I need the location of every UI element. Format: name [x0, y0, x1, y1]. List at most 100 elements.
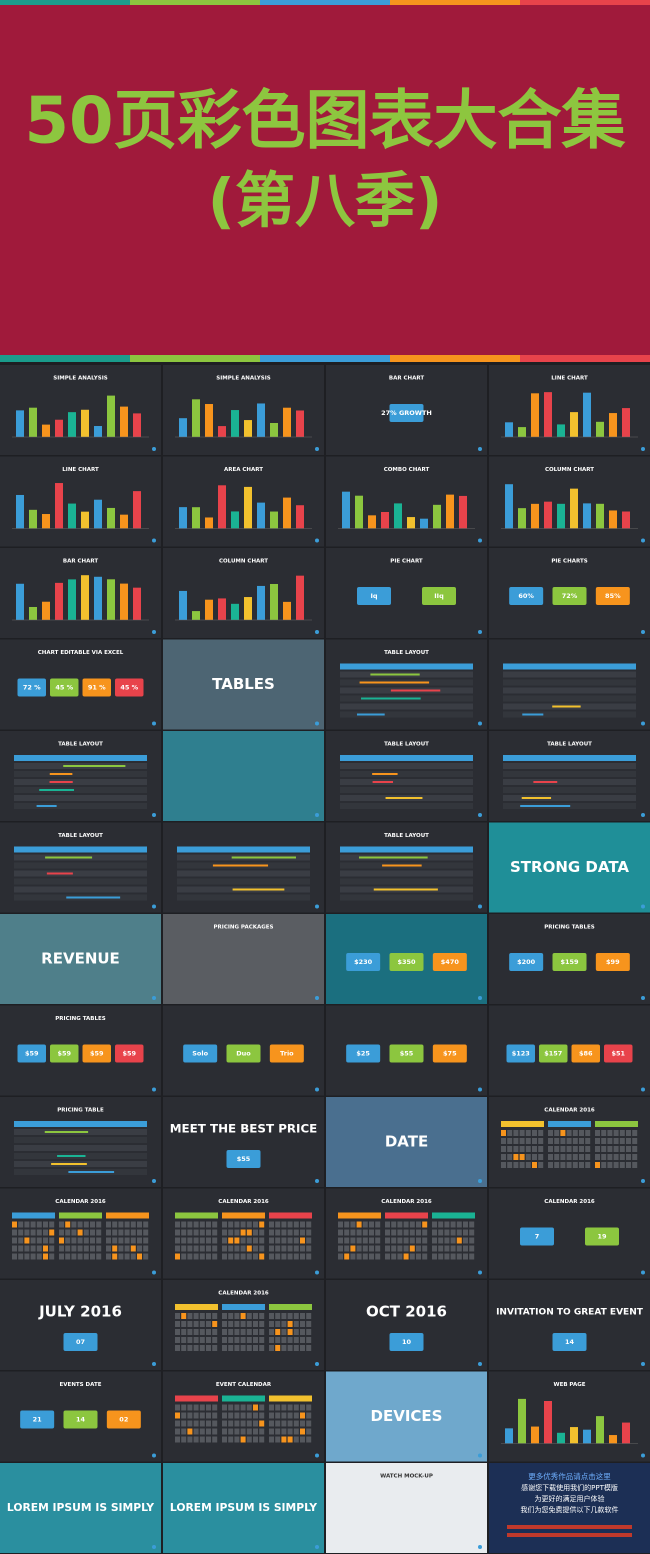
item-box — [520, 1227, 554, 1246]
calendar-cell — [385, 1253, 390, 1260]
calendar-cell — [24, 1221, 30, 1228]
slide-bg — [489, 822, 650, 913]
table-bar — [533, 781, 558, 783]
calendar-cell — [206, 1221, 211, 1228]
table-row — [340, 711, 473, 718]
table-row — [177, 870, 310, 877]
table-row — [14, 862, 147, 869]
deco-bar — [557, 1432, 565, 1444]
calendar-cell — [554, 1130, 560, 1136]
table-bar — [49, 781, 73, 783]
calendar-cell — [59, 1245, 64, 1252]
calendar-cell — [572, 1138, 578, 1144]
calendar-cell — [438, 1253, 444, 1260]
calendar-cell — [619, 1162, 625, 1168]
slide-thumb: CHART EDITABLE VIA EXCEL 72 % 45 % 91 % 45 % — [0, 639, 161, 730]
slide-title: SIMPLE ANALYSIS — [216, 376, 270, 382]
calendar-cell — [259, 1237, 265, 1244]
calendar-cell — [12, 1229, 17, 1236]
calendar-cell — [253, 1313, 258, 1319]
table-bar — [45, 856, 93, 859]
slide-bg — [163, 456, 324, 547]
calendar-cell — [206, 1428, 211, 1435]
calendar-cell — [199, 1420, 205, 1427]
slide-headline: LOREM IPSUM IS SIMPLY — [170, 1501, 317, 1514]
calendar-cell — [269, 1253, 274, 1260]
calendar-cell — [228, 1253, 234, 1260]
slide-headline: TABLES — [212, 675, 275, 693]
item-label: $55 — [400, 1050, 414, 1058]
deco-bar — [459, 495, 467, 529]
promo-line: 更多优秀作品请点击这里 — [528, 1471, 611, 1481]
item-box — [20, 1410, 55, 1429]
deco-bar — [231, 603, 239, 620]
calendar-cell — [416, 1221, 421, 1228]
deco-bar — [120, 514, 128, 529]
calendar-cell — [193, 1436, 199, 1443]
item-label: 45 % — [120, 684, 138, 692]
calendar-head — [432, 1212, 475, 1219]
slide-title: COLUMN CHART — [545, 467, 594, 473]
page-dot — [641, 1362, 645, 1366]
page-dot — [478, 1087, 482, 1092]
calendar-head — [501, 1121, 544, 1127]
table-bar — [520, 805, 571, 807]
calendar-cell — [36, 1245, 42, 1252]
calendar-cell — [501, 1146, 506, 1152]
calendar-cell — [356, 1229, 362, 1236]
calendar-cell — [222, 1313, 227, 1319]
calendar-cell — [18, 1237, 24, 1244]
calendar-cell — [212, 1253, 218, 1260]
item-label: $51 — [611, 1050, 625, 1058]
calendar-cell — [344, 1245, 350, 1252]
calendar-cell — [175, 1253, 180, 1260]
slide-title: TABLE LAYOUT — [384, 742, 429, 748]
calendar-cell — [43, 1221, 48, 1228]
slide-thumb: TABLE LAYOUT — [0, 822, 161, 913]
deco-bar — [231, 511, 239, 529]
calendar-cell — [36, 1221, 42, 1228]
calendar-cell — [240, 1313, 246, 1319]
calendar-cell — [409, 1245, 415, 1252]
calendar-cell — [275, 1245, 281, 1252]
calendar-cell — [456, 1229, 462, 1236]
calendar-cell — [187, 1253, 193, 1260]
calendar-cell — [12, 1245, 17, 1252]
slide-thumb: OCT 2016 10 — [326, 1280, 487, 1370]
calendar-cell — [416, 1253, 421, 1260]
deco-bar — [609, 510, 617, 529]
deco-bar — [570, 488, 578, 529]
item-box — [82, 1044, 111, 1063]
slide-thumb: PRICING TABLE — [0, 1097, 161, 1187]
calendar-cell — [181, 1412, 187, 1419]
calendar-cell — [579, 1138, 584, 1144]
calendar-cell — [554, 1146, 560, 1152]
calendar-cell — [501, 1162, 506, 1168]
calendar-cell — [548, 1154, 553, 1160]
calendar-cell — [362, 1237, 368, 1244]
table-row — [503, 663, 636, 670]
deco-bar — [133, 491, 141, 529]
calendar-cell — [548, 1130, 553, 1136]
calendar-cell — [137, 1229, 142, 1236]
calendar-cell — [212, 1337, 218, 1343]
table-bar — [372, 781, 394, 783]
calendar-cell — [83, 1245, 89, 1252]
calendar-cell — [507, 1130, 513, 1136]
deco-bar — [55, 582, 63, 620]
calendar-cell — [253, 1321, 258, 1327]
calendar-cell — [595, 1130, 600, 1136]
calendar-cell — [601, 1162, 607, 1168]
slide-title: BAR CHART — [63, 559, 98, 565]
slide-bg — [163, 914, 324, 1004]
slide-headline: JULY 2016 — [38, 1303, 122, 1321]
calendar-cell — [18, 1221, 24, 1228]
slide-thumb: WEB PAGE — [489, 1371, 650, 1462]
deco-bar — [16, 494, 24, 529]
calendar-cell — [613, 1146, 619, 1152]
deco-bar — [505, 484, 513, 529]
calendar-cell — [391, 1245, 397, 1252]
calendar-cell — [234, 1337, 240, 1343]
calendar-cell — [181, 1337, 187, 1343]
slide-bg — [0, 1280, 161, 1370]
